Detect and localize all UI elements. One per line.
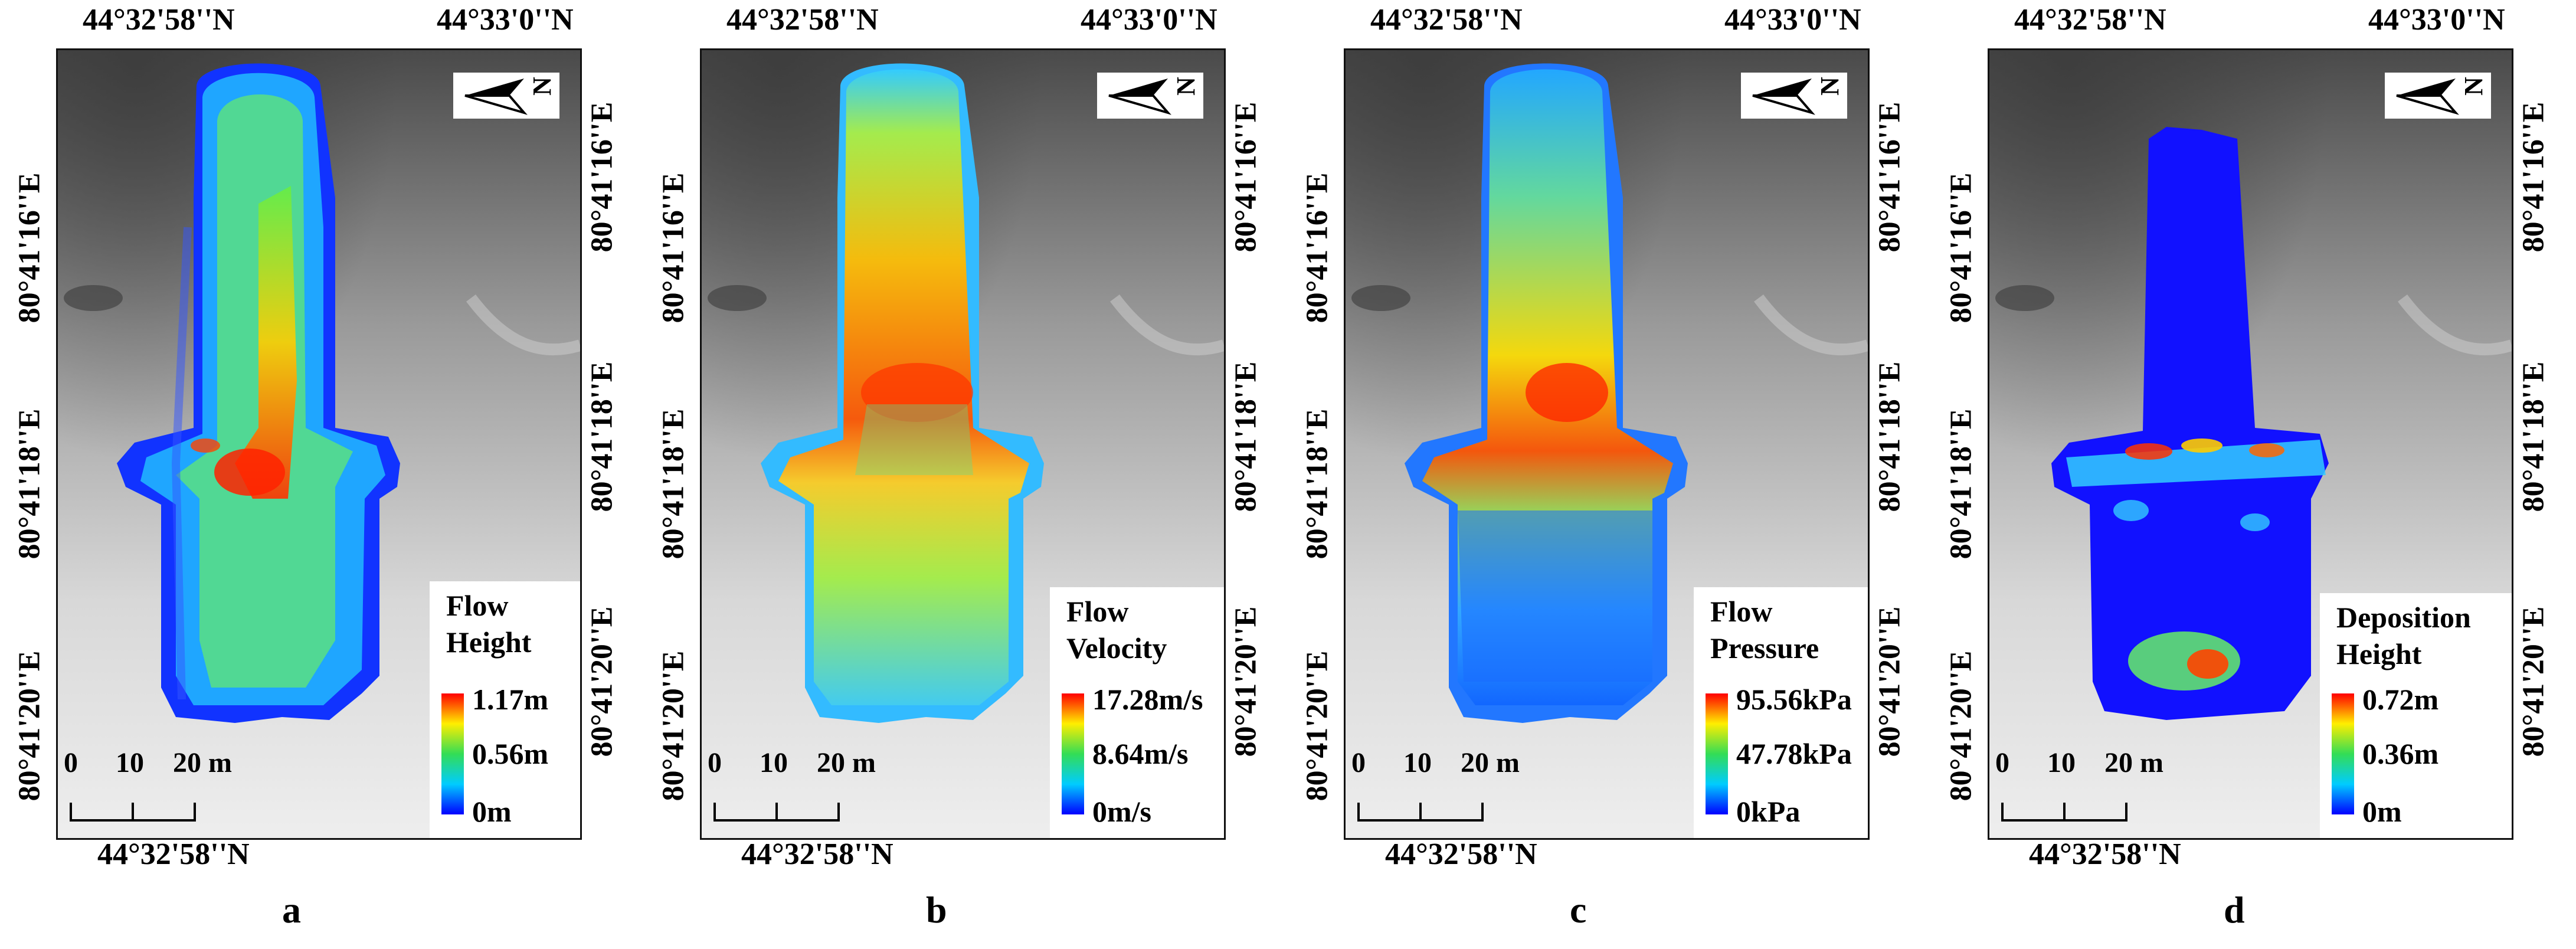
map-panel-c: 44°32'58''N 44°33'0''N N — [1300, 3, 1907, 931]
map-frame: N Flow Pressure 95.56kPa 47.78kPa 0kPa 0… — [1344, 48, 1870, 840]
scale-bar-lines — [70, 803, 196, 822]
north-arrow: N — [2385, 73, 2491, 119]
legend-title-line-1: Deposition — [2336, 601, 2471, 634]
lat-label-bottom: 44°32'58''N — [97, 837, 250, 871]
lat-label-top-right: 44°33'0''N — [1081, 3, 1217, 37]
scale-bar-lines — [2001, 803, 2127, 822]
scale-label-20: 20 m — [173, 747, 232, 778]
scale-bar: 0 10 20 m — [64, 747, 232, 829]
panel-letter: b — [926, 889, 947, 931]
north-label: N — [1815, 77, 1844, 96]
scale-label-10: 10 — [2047, 747, 2076, 778]
scale-bar: 0 10 20 m — [1351, 747, 1520, 829]
legend-title-line-2: Height — [446, 626, 532, 659]
legend-title-line-1: Flow — [1066, 595, 1129, 628]
lat-label-top-right: 44°33'0''N — [2368, 3, 2505, 37]
scale-label-20: 20 m — [2104, 747, 2163, 778]
north-arrow: N — [1741, 73, 1847, 119]
legend-mid-label: 0.36m — [2362, 737, 2439, 770]
scale-label-0: 0 — [64, 747, 78, 778]
lat-label-bottom: 44°32'58''N — [1385, 837, 1537, 871]
panel-letter: a — [282, 889, 301, 931]
scale-label-10: 10 — [1403, 747, 1432, 778]
legend: Flow Velocity 17.28m/s 8.64m/s 0m/s — [1050, 587, 1224, 838]
legend-color-bar — [441, 693, 464, 814]
north-label: N — [1171, 77, 1200, 96]
legend-title: Deposition Height — [2336, 599, 2471, 672]
legend-mid-label: 0.56m — [472, 737, 549, 770]
north-arrow: N — [453, 73, 559, 119]
flow-extent — [1405, 63, 1688, 723]
map-panel-a: 44°32'58''N 44°33'0''N N — [12, 3, 619, 931]
legend-mid-label: 47.78kPa — [1736, 737, 1852, 770]
legend-title-line-1: Flow — [446, 589, 509, 622]
panel-letter: c — [1570, 889, 1587, 931]
scale-label-20: 20 m — [1461, 747, 1520, 778]
north-arrow-icon: N — [464, 77, 557, 115]
legend-title: Flow Pressure — [1710, 593, 1819, 666]
scale-label-0: 0 — [1351, 747, 1366, 778]
legend-min-label: 0kPa — [1736, 795, 1801, 828]
scale-bar: 0 10 20 m — [1995, 747, 2163, 829]
map-frame: N Deposition Height 0.72m 0.36m 0m 0 10 … — [1988, 48, 2513, 840]
map-frame: N Flow Velocity 17.28m/s 8.64m/s 0m/s 0 … — [700, 48, 1226, 840]
legend-title-line-1: Flow — [1710, 595, 1773, 628]
flow-extent — [117, 63, 400, 723]
north-arrow-icon: N — [2396, 77, 2488, 115]
lat-label-top-left: 44°32'58''N — [726, 3, 879, 37]
lat-label-top-left: 44°32'58''N — [2014, 3, 2166, 37]
lat-label-top-left: 44°32'58''N — [83, 3, 235, 37]
north-label: N — [528, 77, 557, 96]
legend-color-bar — [1062, 693, 1084, 814]
map-frame: N Flow Height 1.17m 0.56m 0m 0 10 20 m — [56, 48, 582, 840]
legend-title: Flow Height — [446, 587, 531, 660]
legend-color-bar — [2332, 693, 2354, 814]
scale-bar: 0 10 20 m — [708, 747, 876, 829]
north-arrow: N — [1097, 73, 1203, 119]
scale-bar-lines — [713, 803, 840, 822]
panel-letter: d — [2224, 889, 2245, 931]
scale-label-10: 10 — [760, 747, 788, 778]
legend-title-line-2: Velocity — [1066, 631, 1167, 665]
flow-extent — [761, 63, 1044, 723]
lat-label-bottom: 44°32'58''N — [2029, 837, 2181, 871]
scale-bar-lines — [1357, 803, 1484, 822]
legend: Flow Pressure 95.56kPa 47.78kPa 0kPa — [1694, 587, 1868, 838]
lat-label-top-left: 44°32'58''N — [1370, 3, 1523, 37]
legend-max-label: 17.28m/s — [1092, 683, 1203, 716]
scale-label-10: 10 — [116, 747, 144, 778]
flow-extent — [2051, 127, 2329, 720]
legend-title-line-2: Height — [2336, 637, 2422, 670]
legend-max-label: 0.72m — [2362, 683, 2439, 716]
legend-title-line-2: Pressure — [1710, 631, 1819, 665]
legend-max-label: 1.17m — [472, 683, 549, 716]
legend-max-label: 95.56kPa — [1736, 683, 1852, 716]
map-panel-b: 44°32'58''N 44°33'0''N N — [656, 3, 1263, 931]
legend-color-bar — [1706, 693, 1728, 814]
legend-mid-label: 8.64m/s — [1092, 737, 1189, 770]
legend: Flow Height 1.17m 0.56m 0m — [430, 581, 580, 838]
north-arrow-icon: N — [1108, 77, 1200, 115]
legend: Deposition Height 0.72m 0.36m 0m — [2320, 593, 2512, 838]
north-arrow-icon: N — [1752, 77, 1844, 115]
north-label: N — [2459, 77, 2488, 96]
legend-min-label: 0m — [472, 795, 512, 828]
scale-label-0: 0 — [708, 747, 722, 778]
legend-min-label: 0m — [2362, 795, 2402, 828]
scale-label-0: 0 — [1995, 747, 2009, 778]
legend-title: Flow Velocity — [1066, 593, 1167, 666]
lat-label-bottom: 44°32'58''N — [741, 837, 893, 871]
lat-label-top-right: 44°33'0''N — [1724, 3, 1861, 37]
lat-label-top-right: 44°33'0''N — [437, 3, 574, 37]
scale-label-20: 20 m — [817, 747, 876, 778]
legend-min-label: 0m/s — [1092, 795, 1151, 828]
map-panel-d: 44°32'58''N 44°33'0''N N — [1944, 3, 2551, 931]
